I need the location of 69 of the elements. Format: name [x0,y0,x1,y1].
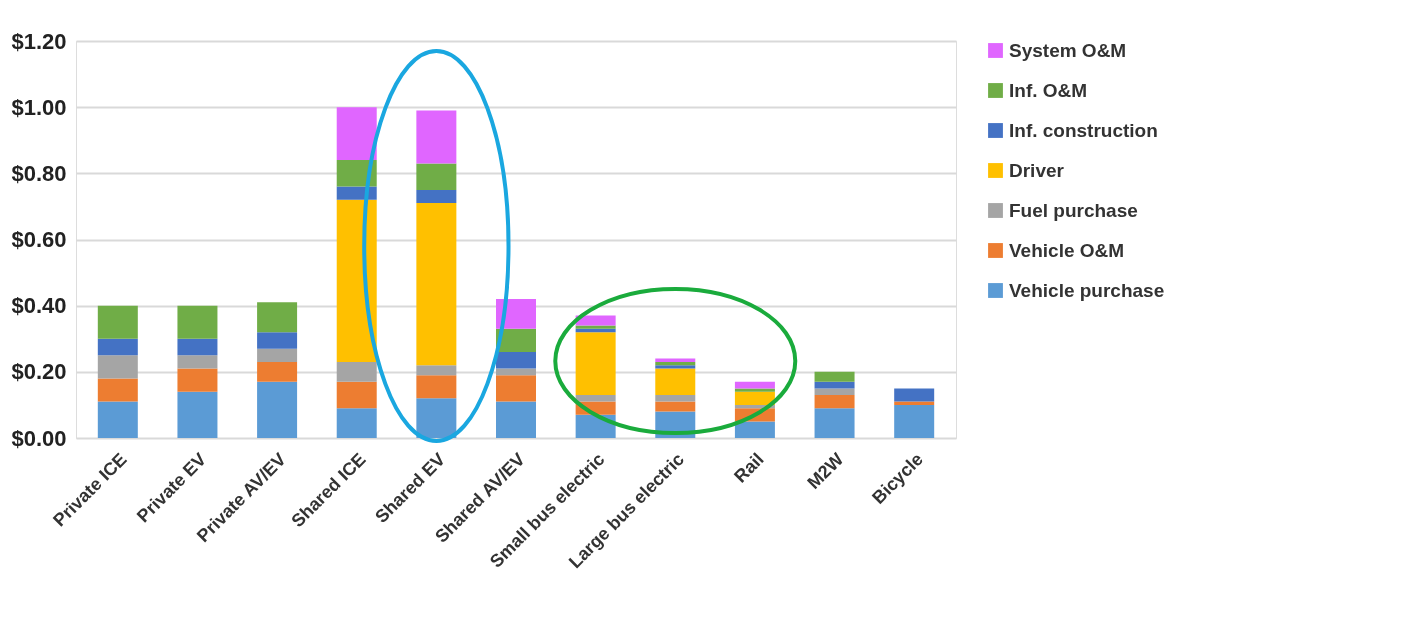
bar [336,199,377,362]
bar [257,332,298,349]
bar [575,394,616,402]
bar [655,361,696,366]
bar [734,421,775,438]
bar [496,401,536,438]
bar [575,315,616,326]
bar [655,401,696,412]
bar [894,388,935,402]
legend-label: Driver [1009,159,1065,181]
bar [416,398,457,438]
bar [97,305,138,339]
bar [734,381,775,389]
bar [655,394,696,402]
bar [496,368,536,376]
bar [734,388,775,392]
legend-label: Inf. construction [1009,119,1158,141]
bar [257,361,298,382]
bar [894,401,935,405]
bar [97,378,138,402]
bar [496,351,536,369]
bar [177,338,218,356]
bar [416,375,457,399]
bar [655,365,696,369]
bar [97,338,138,356]
legend-label: Inf. O&M [1009,79,1088,101]
bar [814,381,855,389]
y-tick-label: $0.60 [11,227,67,252]
legend-label: Fuel purchase [1009,199,1138,221]
bar [177,368,218,392]
bar [575,414,616,438]
bar [97,401,138,438]
bar [336,381,377,409]
bar [336,361,377,382]
bar [416,189,457,204]
bar [177,305,218,339]
y-tick-label: $0.40 [11,293,67,319]
bar [734,391,775,405]
legend-label: Vehicle O&M [1009,239,1125,261]
bar [575,328,616,333]
legend-label: Vehicle purchase [1009,279,1165,301]
bar [575,332,616,395]
bar [814,388,855,395]
y-tick-label: $0.80 [11,160,67,186]
bar [336,408,377,438]
bar [177,355,218,369]
bar [336,107,377,161]
y-tick-label: $0.00 [11,425,67,451]
bar [97,355,138,379]
bar [416,110,457,164]
bar [257,381,298,438]
bar [655,358,696,362]
bar [257,302,298,333]
bar [814,408,855,438]
bar [575,325,616,329]
bar [416,203,457,366]
y-tick-label: $0.20 [11,359,67,385]
bar [177,391,218,438]
y-tick-label: $1.00 [11,94,67,120]
bar [416,163,457,190]
bar [257,348,298,362]
bar [814,394,855,409]
bar [814,371,855,382]
y-tick-label: $1.20 [11,28,67,54]
bar [496,375,536,402]
bar [416,365,457,376]
bar [894,404,935,438]
bar [655,368,696,395]
legend-label: System O&M [1009,39,1127,61]
